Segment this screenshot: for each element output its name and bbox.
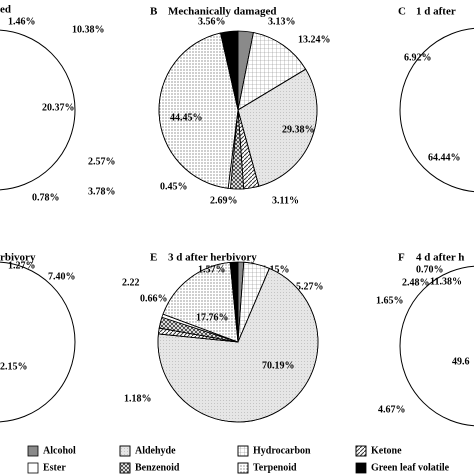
- panel-title: 4 d after h: [416, 252, 464, 264]
- value-label: 1.27%: [8, 260, 36, 271]
- legend-swatch-pattern: [237, 445, 249, 457]
- slice-pattern: [157, 267, 319, 423]
- value-label: 49.6: [452, 356, 470, 367]
- legend-label: Alcohol: [43, 445, 76, 456]
- legend-label: Terpenoid: [253, 462, 297, 473]
- value-label: 17.76%: [196, 312, 229, 323]
- value-label: 64.44%: [428, 152, 461, 163]
- panel-title: 3 d after herbivory: [168, 252, 257, 264]
- value-label: 1.65%: [376, 295, 404, 306]
- pie-slice: [229, 261, 239, 343]
- value-label: 29.38%: [282, 124, 315, 135]
- value-label: 44.45%: [170, 112, 203, 123]
- value-label: 2.57%: [88, 156, 116, 167]
- legend-swatch-pattern: [237, 462, 249, 474]
- panel-letter: F: [398, 252, 405, 264]
- value-label: 0.70%: [416, 264, 444, 275]
- value-label: 4.67%: [378, 404, 406, 415]
- legend-label: Ester: [43, 462, 66, 473]
- slice-pattern: [158, 32, 239, 189]
- legend-swatch-pattern: [119, 445, 131, 457]
- value-label: 6.92%: [404, 52, 432, 63]
- value-label: 5.27%: [296, 281, 324, 292]
- value-label: 1.46%: [8, 16, 36, 27]
- legend-label: Ketone: [371, 445, 402, 456]
- value-label: 2.69%: [210, 195, 238, 206]
- value-label: 70.19%: [262, 360, 295, 371]
- panel-letter: C: [398, 6, 406, 18]
- panel-title: rbivory: [0, 252, 36, 264]
- legend-swatch: [27, 462, 39, 474]
- value-label: 0.66%: [140, 293, 168, 304]
- value-label: 11.38%: [430, 276, 462, 287]
- legend-label: Benzenoid: [135, 462, 180, 473]
- panel-letter: B: [150, 6, 158, 18]
- value-label: 2.48%: [402, 277, 430, 288]
- value-label: 3.11%: [272, 195, 299, 206]
- slice-pattern: [162, 261, 239, 343]
- value-label: 1.18%: [124, 393, 152, 404]
- legend-label: Hydrocarbon: [253, 445, 311, 456]
- legend-swatch: [27, 445, 39, 457]
- pie-outline: [399, 27, 474, 193]
- value-label: 1.57%: [198, 264, 226, 275]
- value-label: 0.45%: [160, 181, 188, 192]
- panel-letter: E: [150, 252, 157, 264]
- value-label: 7.40%: [48, 271, 76, 282]
- value-label: 1.15%: [262, 264, 290, 275]
- value-label: 3.13%: [268, 16, 296, 27]
- value-label: 3.56%: [198, 16, 226, 27]
- value-label: 2.15%: [0, 361, 28, 372]
- panel-title: Mechanically damaged: [168, 6, 276, 18]
- legend-label: Green leaf volatile: [371, 462, 450, 473]
- pie-outline: [0, 29, 76, 191]
- panel-title: ed: [0, 4, 11, 16]
- legend-swatch: [355, 462, 367, 474]
- slice-pattern: [237, 68, 318, 187]
- value-label: 2.22: [122, 277, 140, 288]
- panel-title: 1 d after: [416, 6, 456, 18]
- value-label: 3.78%: [88, 186, 116, 197]
- legend-label: Aldehyde: [135, 445, 176, 456]
- pie-outline: [0, 261, 76, 423]
- value-label: 0.78%: [32, 192, 60, 203]
- slice-pattern: [237, 32, 307, 111]
- value-label: 13.24%: [298, 34, 331, 45]
- pie-outline: [399, 265, 474, 427]
- value-label: 10.38%: [72, 24, 105, 35]
- legend-swatch-pattern: [119, 462, 131, 474]
- value-label: 20.37%: [42, 102, 75, 113]
- legend-swatch-pattern: [355, 445, 367, 457]
- pie-slice: [219, 30, 239, 111]
